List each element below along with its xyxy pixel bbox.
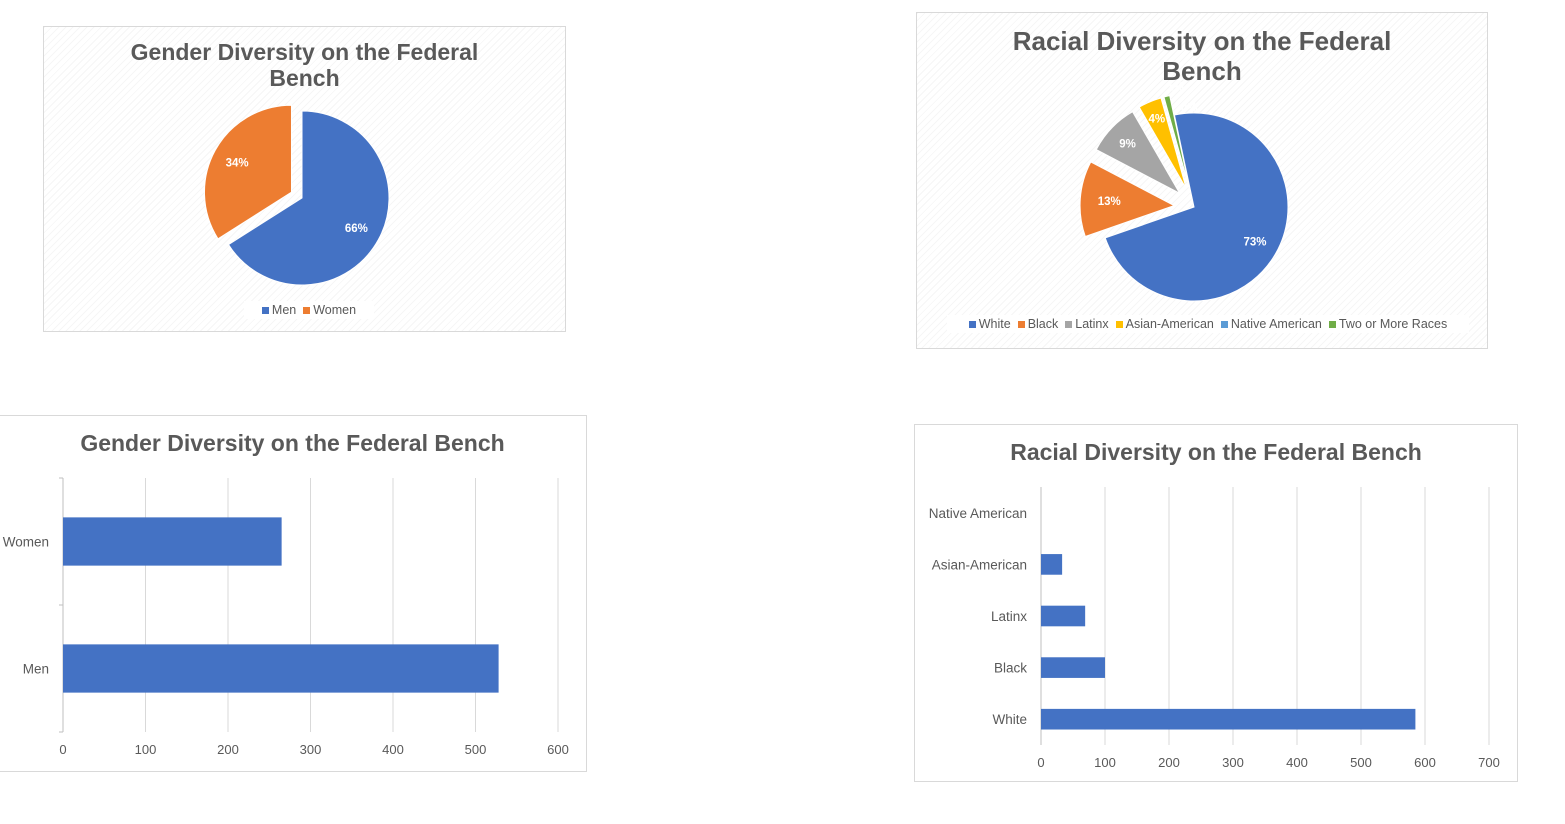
category-label-asian-american: Asian-American <box>932 557 1027 572</box>
racial-bar-plot: 0 100 200 300 400 500 600 700 White Black Latinx As… <box>929 487 1500 770</box>
pie-slice-two-or-more-races <box>1163 95 1190 188</box>
legend-label: Men <box>271 303 297 317</box>
category-label-latinx: Latinx <box>991 609 1027 624</box>
legend-label: Native American <box>1230 317 1322 331</box>
legend-swatch <box>1115 320 1123 328</box>
x-tick-label: 0 <box>1037 755 1044 770</box>
x-tick-label: 100 <box>135 742 157 757</box>
racial-pie-legend: White Black Latinx Asian-American Native Ame… <box>947 315 1469 333</box>
legend-item-white: White <box>968 317 1011 331</box>
x-tick-label: 600 <box>547 742 569 757</box>
x-tick-label: 0 <box>59 742 66 757</box>
legend-item-two-or-more-races: Two or More Races <box>1328 317 1448 331</box>
category-label-white: White <box>992 712 1027 727</box>
gender-bar-plot: 0 100 200 300 400 500 600 Men Women <box>3 477 569 757</box>
racial-pie-chart: Racial Diversity on the Federal Bench 73… <box>916 12 1488 349</box>
gender-bar-chart: Gender Diversity on the Federal Bench 0 1… <box>0 415 587 772</box>
legend-label: Two or More Races <box>1338 317 1448 331</box>
legend-swatch <box>1017 320 1025 328</box>
pie-label-asian-american: 4% <box>1148 114 1165 126</box>
x-tick-label: 500 <box>1350 755 1372 770</box>
x-tick-label: 400 <box>1286 755 1308 770</box>
legend-item-black: Black <box>1017 317 1059 331</box>
pie-label-two-or-more-races: 1% <box>1167 82 1184 94</box>
x-tick-label: 500 <box>465 742 487 757</box>
pie-label-white: 73% <box>1243 236 1266 248</box>
pie-label-men: 66% <box>345 223 368 235</box>
legend-swatch <box>968 320 976 328</box>
legend-swatch <box>1220 320 1228 328</box>
pie-slice-black <box>1079 161 1176 238</box>
bar-women <box>63 517 282 566</box>
pie-label-women: 34% <box>226 157 249 169</box>
legend-item-native-american: Native American <box>1220 317 1322 331</box>
legend-item-asian-american: Asian-American <box>1115 317 1214 331</box>
x-tick-label: 200 <box>217 742 239 757</box>
legend-item-latinx: Latinx <box>1065 317 1109 331</box>
x-tick-label: 400 <box>382 742 404 757</box>
pie-slice-women <box>204 104 292 240</box>
racial-pie-plot: 73% 13% 9% 4% 0% 1% <box>1079 82 1289 302</box>
pie-slice-men <box>227 110 390 286</box>
bar-men <box>63 644 499 693</box>
category-label-native-american: Native American <box>929 506 1027 521</box>
legend-label: Latinx <box>1075 317 1109 331</box>
bar-black <box>1041 657 1105 678</box>
x-tick-label: 600 <box>1414 755 1436 770</box>
legend-swatch <box>303 306 311 314</box>
pie-slice-asian-american <box>1138 97 1187 189</box>
category-label-men: Men <box>23 662 49 677</box>
gender-pie-plot: 66% 34% <box>204 104 390 286</box>
legend-item-men: Men <box>261 303 297 317</box>
legend-label: Asian-American <box>1125 317 1214 331</box>
legend-swatch <box>261 306 269 314</box>
gender-pie-legend: Men Women <box>244 301 374 319</box>
pie-label-native-american: 0% <box>1181 103 1198 115</box>
legend-swatch <box>1328 320 1336 328</box>
x-tick-label: 300 <box>1222 755 1244 770</box>
legend-item-women: Women <box>303 303 356 317</box>
pie-slice-latinx <box>1095 111 1181 195</box>
racial-bar-chart: Racial Diversity on the Federal Bench 0 1… <box>914 424 1518 782</box>
x-tick-label: 700 <box>1478 755 1500 770</box>
bar-latinx <box>1041 605 1086 627</box>
category-label-women: Women <box>3 535 49 550</box>
x-tick-label: 200 <box>1158 755 1180 770</box>
racial-pie-title: Racial Diversity on the Federal Bench <box>1012 26 1392 86</box>
gender-pie-title: Gender Diversity on the Federal Bench <box>130 39 479 92</box>
racial-bar-title: Racial Diversity on the Federal Bench <box>1010 439 1422 465</box>
x-tick-label: 300 <box>300 742 322 757</box>
legend-label: White <box>978 317 1011 331</box>
gender-pie-chart: Gender Diversity on the Federal Bench 66… <box>43 26 566 332</box>
legend-swatch <box>1065 320 1073 328</box>
pie-label-latinx: 9% <box>1119 138 1136 150</box>
legend-label: Black <box>1027 317 1059 331</box>
bar-asian-american <box>1041 554 1063 575</box>
bar-white <box>1041 708 1416 730</box>
gender-bar-title: Gender Diversity on the Federal Bench <box>80 430 505 456</box>
pie-slice-white <box>1104 112 1289 302</box>
pie-label-black: 13% <box>1098 196 1121 208</box>
category-label-black: Black <box>994 661 1027 676</box>
x-tick-label: 100 <box>1094 755 1116 770</box>
legend-label: Women <box>313 303 357 317</box>
